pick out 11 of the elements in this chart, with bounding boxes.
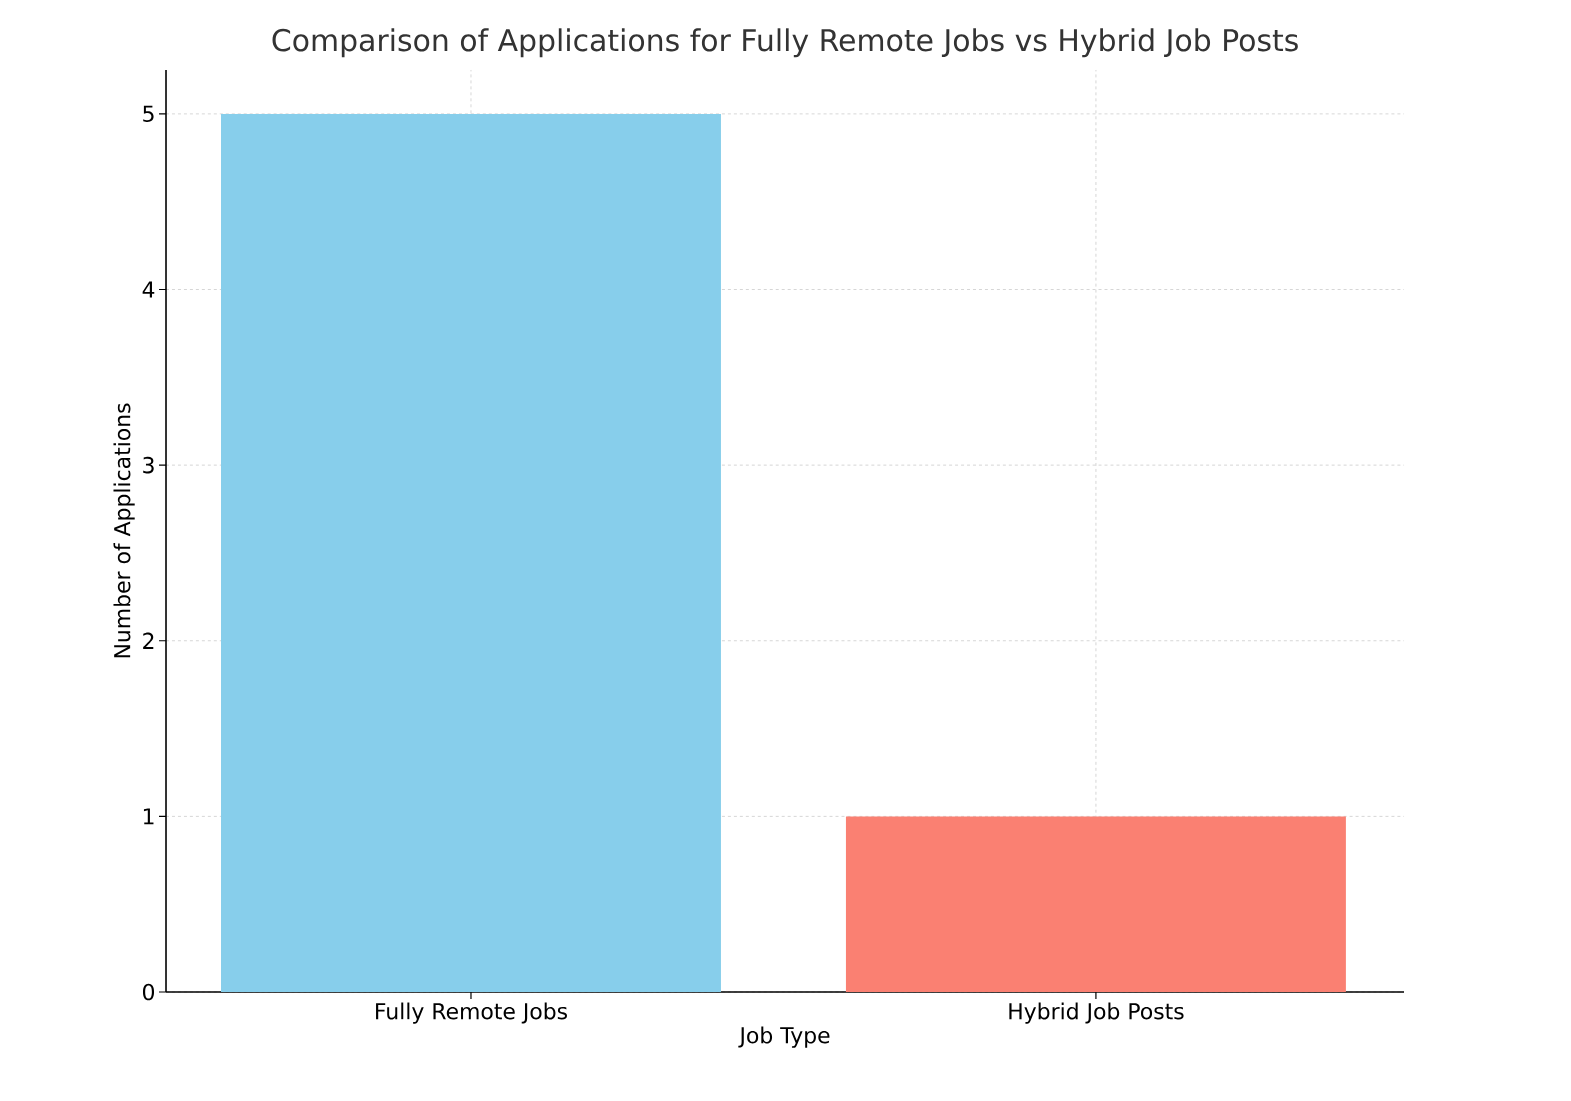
y-tick-label: 5: [143, 105, 154, 123]
y-tick-label: 1: [143, 808, 154, 825]
x-tick-label: Fully Remote Jobs: [376, 1002, 567, 1024]
y-tick-label: 0: [142, 983, 155, 1001]
y-tick-label: 4: [142, 281, 155, 298]
x-axis-title: Job Type: [738, 1026, 830, 1048]
y-axis-title: Number of Applications: [113, 403, 135, 658]
x-tick-label: Hybrid Job Posts: [1009, 1002, 1184, 1024]
chart-title: Comparison of Applications for Fully Remote Jobs vs Hybrid Job Posts: [272, 28, 1298, 58]
y-tick-label: 3: [143, 456, 154, 474]
y-tick-label: 2: [143, 632, 154, 649]
